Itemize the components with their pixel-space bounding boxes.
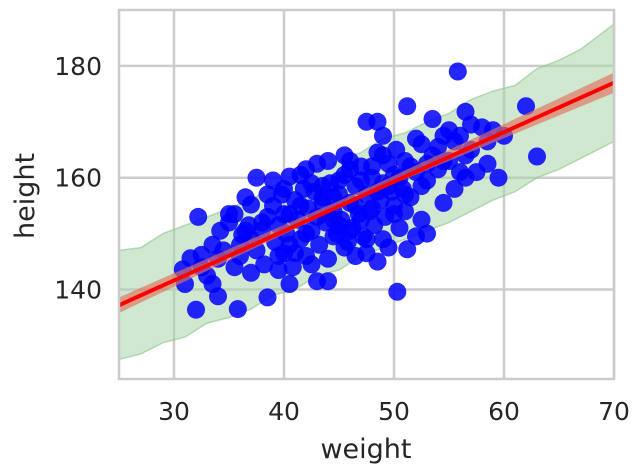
data-point-111 [203,275,222,293]
data-point-125 [445,179,464,198]
y-axis-label: height [10,153,41,239]
data-point-160 [478,154,497,173]
regression-line [118,80,615,308]
data-point-11 [258,288,277,307]
data-point-9 [247,168,266,187]
plot-frame [117,8,616,381]
data-point-97 [374,126,392,145]
data-point-99 [423,110,442,128]
data-point-105 [258,185,277,204]
x-axis-label: weight [320,434,411,465]
data-point-118 [368,252,387,271]
data-point-115 [319,272,337,291]
data-point-4 [528,147,546,166]
x-tick-label-0: 30 [158,397,190,426]
data-point-113 [280,275,299,293]
data-point-96 [368,112,387,131]
data-point-10 [228,300,247,319]
data-point-108 [220,205,238,224]
data-point-134 [225,258,244,277]
data-point-123 [412,210,431,229]
data-point-121 [418,224,436,243]
data-point-136 [275,205,293,224]
data-point-164 [396,185,414,204]
data-point-174 [374,146,392,165]
y-tick-label-2: 180 [54,52,102,81]
data-point-169 [269,261,288,279]
data-point-159 [462,115,480,134]
x-tick-labels: 30 40 50 60 70 [158,397,630,426]
x-tick-label-3: 60 [488,397,520,426]
data-point-7 [398,240,417,259]
y-tick-label-0: 140 [54,276,102,305]
data-point-48 [310,235,329,254]
data-point-132 [269,247,288,265]
data-point-167 [324,210,343,229]
data-point-168 [286,244,304,263]
data-point-6 [388,282,407,301]
data-point-173 [363,157,381,176]
data-point-158 [451,126,469,145]
data-point-13 [187,300,205,319]
data-point-98 [407,129,425,148]
data-point-112 [242,263,260,282]
data-point-130 [335,238,354,257]
data-point-0 [448,62,467,81]
x-tick-label-1: 40 [268,397,300,426]
data-point-141 [352,210,370,229]
data-point-1 [398,97,417,116]
data-point-131 [302,255,321,274]
data-point-178 [275,179,293,198]
data-point-135 [236,221,255,240]
data-point-149 [297,224,315,243]
data-point-151 [253,213,271,232]
data-point-29 [255,255,274,274]
data-point-166 [357,230,376,249]
data-point-51 [319,249,337,268]
data-point-124 [434,193,453,212]
data-point-38 [283,258,302,277]
data-point-107 [236,188,255,207]
data-point-3 [517,97,535,116]
data-point-142 [363,199,381,218]
data-point-172 [352,171,370,190]
data-point-177 [291,165,310,184]
data-point-156 [429,138,447,156]
x-tick-label-2: 50 [378,397,410,426]
data-point-163 [412,177,431,196]
data-point-137 [291,196,310,215]
data-point-129 [374,230,392,249]
data-point-170 [330,171,348,190]
data-point-14 [189,207,208,226]
data-point-122 [390,219,409,237]
y-tick-labels: 140 160 180 [54,52,102,305]
data-point-5 [489,168,508,187]
data-point-171 [341,152,359,170]
data-point-102 [308,154,326,173]
data-point-165 [385,205,403,224]
x-tick-label-4: 70 [598,397,630,426]
y-tick-label-1: 160 [54,164,102,193]
